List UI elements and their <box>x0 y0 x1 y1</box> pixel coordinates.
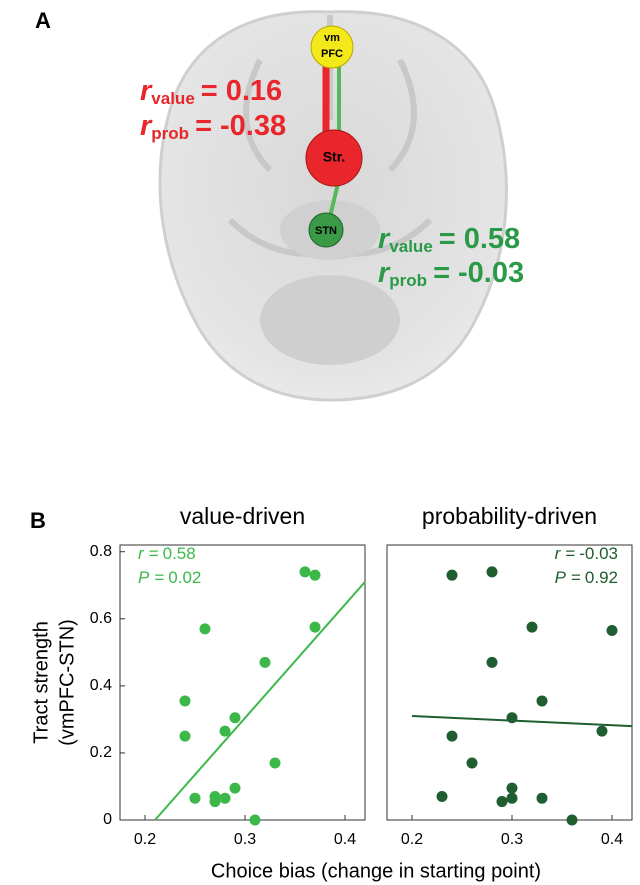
value: 0.02 <box>168 568 201 587</box>
data-point <box>606 625 618 637</box>
y-axis-label: (vmPFC-STN) <box>56 619 78 746</box>
data-point <box>446 569 458 581</box>
data-point <box>506 782 518 794</box>
data-point <box>209 796 221 808</box>
chart-title: probability-driven <box>422 503 597 529</box>
symbol: r <box>138 544 145 563</box>
data-point <box>566 814 578 826</box>
data-point <box>249 814 261 826</box>
y-tick-label: 0.4 <box>90 677 112 694</box>
node-label: vm <box>324 32 340 44</box>
symbol: r <box>140 110 153 142</box>
value: -0.03 <box>458 257 524 289</box>
data-point <box>466 757 478 769</box>
data-point <box>189 792 201 804</box>
subscript: value <box>389 237 432 256</box>
value: 0.58 <box>464 223 520 255</box>
data-point <box>299 566 311 578</box>
data-point <box>506 792 518 804</box>
sign: = <box>571 568 581 587</box>
data-point <box>199 623 211 635</box>
vmpfc-node <box>310 25 354 69</box>
sign: = <box>195 110 212 142</box>
y-tick-label: 0.8 <box>90 543 112 560</box>
value: 0.58 <box>163 544 196 563</box>
correlation-label: rprob = -0.38 <box>140 110 286 144</box>
data-point <box>596 725 608 737</box>
trend-line <box>411 715 633 728</box>
value: -0.03 <box>579 544 618 563</box>
sign: = <box>433 257 450 289</box>
correlation-label: rprob = -0.03 <box>378 257 524 291</box>
x-axis-label: Choice bias (change in starting point) <box>211 860 541 882</box>
data-point <box>309 569 321 581</box>
data-point <box>219 725 231 737</box>
x-tick-label: 0.4 <box>601 831 623 848</box>
sign: = <box>154 568 164 587</box>
data-point <box>436 791 448 803</box>
value: -0.38 <box>220 110 286 142</box>
data-point <box>536 695 548 707</box>
value: 0.92 <box>585 568 618 587</box>
data-point <box>446 730 458 742</box>
data-point <box>486 566 498 578</box>
node-label: STN <box>315 225 337 237</box>
x-tick-label: 0.2 <box>134 831 156 848</box>
y-tick-label: 0 <box>103 811 112 828</box>
y-axis-label: Tract strength <box>30 621 52 744</box>
data-point <box>179 730 191 742</box>
sign: = <box>201 75 218 107</box>
value: 0.16 <box>226 75 282 107</box>
stat-annotation: r = -0.03 <box>555 544 618 563</box>
data-point <box>259 656 271 668</box>
data-point <box>219 792 231 804</box>
correlation-label: rvalue = 0.58 <box>378 223 520 257</box>
symbol: r <box>555 544 562 563</box>
data-point <box>229 782 241 794</box>
stat-annotation: P = 0.92 <box>555 568 618 587</box>
node-label: PFC <box>321 48 343 60</box>
chart-title: value-driven <box>180 503 305 529</box>
sign: = <box>149 544 159 563</box>
x-tick-label: 0.4 <box>334 831 356 848</box>
node-label: Str. <box>323 149 346 165</box>
symbol: r <box>140 75 153 107</box>
x-tick-label: 0.3 <box>501 831 523 848</box>
panel-label: B <box>30 508 46 533</box>
y-tick-label: 0.6 <box>90 610 112 627</box>
striatum-node <box>305 129 363 187</box>
stat-annotation: r = 0.58 <box>138 544 196 563</box>
data-point <box>179 695 191 707</box>
data-point <box>506 712 518 724</box>
symbol: r <box>378 257 391 289</box>
panel-label: A <box>35 8 51 33</box>
trend-line <box>154 581 366 821</box>
x-tick-label: 0.2 <box>401 831 423 848</box>
subscript: prob <box>389 271 427 290</box>
data-point <box>309 621 321 633</box>
data-point <box>526 621 538 633</box>
sign: = <box>439 223 456 255</box>
plot-frame <box>386 544 633 821</box>
stn-node <box>308 212 344 248</box>
symbol: P <box>555 568 567 587</box>
y-tick-label: 0.2 <box>90 744 112 761</box>
symbol: r <box>378 223 391 255</box>
data-point <box>229 712 241 724</box>
data-point <box>486 656 498 668</box>
stat-annotation: P = 0.02 <box>138 568 201 587</box>
plot-frame <box>119 544 366 821</box>
data-point <box>536 792 548 804</box>
symbol: P <box>138 568 150 587</box>
subscript: prob <box>151 124 189 143</box>
data-point <box>269 757 281 769</box>
correlation-label: rvalue = 0.16 <box>140 75 282 109</box>
subscript: value <box>151 89 194 108</box>
x-tick-label: 0.3 <box>234 831 256 848</box>
data-point <box>496 796 508 808</box>
sign: = <box>565 544 575 563</box>
